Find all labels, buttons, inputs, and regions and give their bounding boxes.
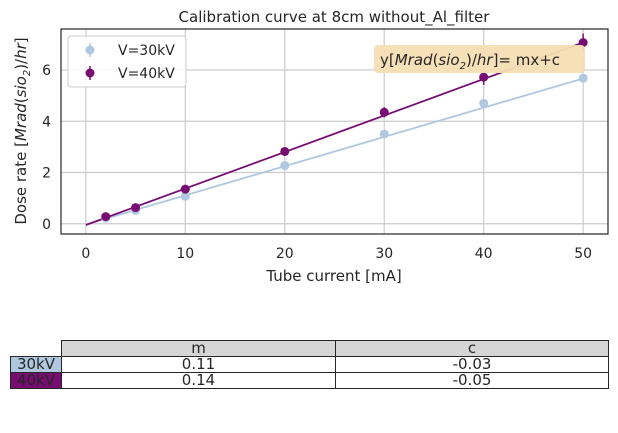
equation-box: [374, 45, 585, 73]
table-corner: [11, 341, 62, 357]
y-axis-label: Dose rate [Mrad(sio2)/hr]: [12, 37, 33, 224]
legend-label: V=40kV: [118, 66, 175, 82]
x-tick-label: 50: [574, 246, 592, 262]
data-point: [280, 146, 290, 156]
table-cell-c-40kv: -0.05: [335, 372, 609, 389]
table-cell-m-30kv: 0.11: [61, 356, 336, 373]
data-point: [578, 38, 588, 48]
x-axis-label: Tube current [mA]: [265, 267, 401, 285]
x-tick-label: 30: [375, 246, 393, 262]
table-header-row: m c: [11, 340, 609, 357]
legend-marker: [85, 68, 95, 78]
data-point: [180, 184, 190, 194]
x-tick-label: 20: [276, 246, 294, 262]
legend-marker: [85, 45, 95, 55]
data-point: [131, 203, 141, 213]
plot-frame: [60, 28, 609, 235]
table-row: 40kV 0.14 -0.05: [10, 372, 609, 389]
data-point: [379, 129, 389, 139]
data-point: [479, 72, 489, 82]
table-row-label-40kv: 40kV: [10, 372, 62, 389]
fit-line-series-1: [85, 77, 584, 226]
y-tick-label: 4: [42, 114, 51, 130]
equation-annotation: y[Mrad(sio2)/hr]= mx+c: [374, 45, 585, 73]
y-tick-label: 0: [42, 217, 51, 233]
data-point: [479, 98, 489, 108]
y-tick-label: 6: [42, 63, 51, 79]
table-column-c: c: [335, 340, 609, 357]
table-row: 30kV 0.11 -0.03: [10, 356, 609, 373]
legend: V=30kV V=40kV: [67, 35, 187, 88]
data-point: [101, 212, 111, 222]
data-point: [280, 161, 290, 171]
fit-parameters-table: m c 30kV 0.11 -0.03 40kV 0.14 -0.05: [10, 340, 609, 389]
x-tick-labels: 0 10 20 30 40 50: [81, 246, 592, 262]
data-point: [180, 191, 190, 201]
legend-label: V=30kV: [118, 43, 175, 59]
chart-title: Calibration curve at 8cm without_Al_filt…: [179, 8, 491, 27]
legend-box: [67, 35, 187, 88]
table-row-label-30kv: 30kV: [10, 356, 62, 373]
table-cell-c-30kv: -0.03: [335, 356, 609, 373]
data-point: [379, 107, 389, 117]
y-tick-labels: 0 2 4 6: [42, 63, 51, 233]
y-tick-label: 2: [42, 166, 51, 182]
table-column-m: m: [61, 340, 336, 357]
x-tick-label: 40: [475, 246, 493, 262]
data-point: [578, 73, 588, 83]
x-tick-label: 0: [81, 246, 90, 262]
equation-text: y[Mrad(sio2)/hr]= mx+c: [380, 51, 560, 72]
x-tick-label: 10: [176, 246, 194, 262]
data-points: [101, 33, 588, 223]
table-cell-m-40kv: 0.14: [61, 372, 336, 389]
